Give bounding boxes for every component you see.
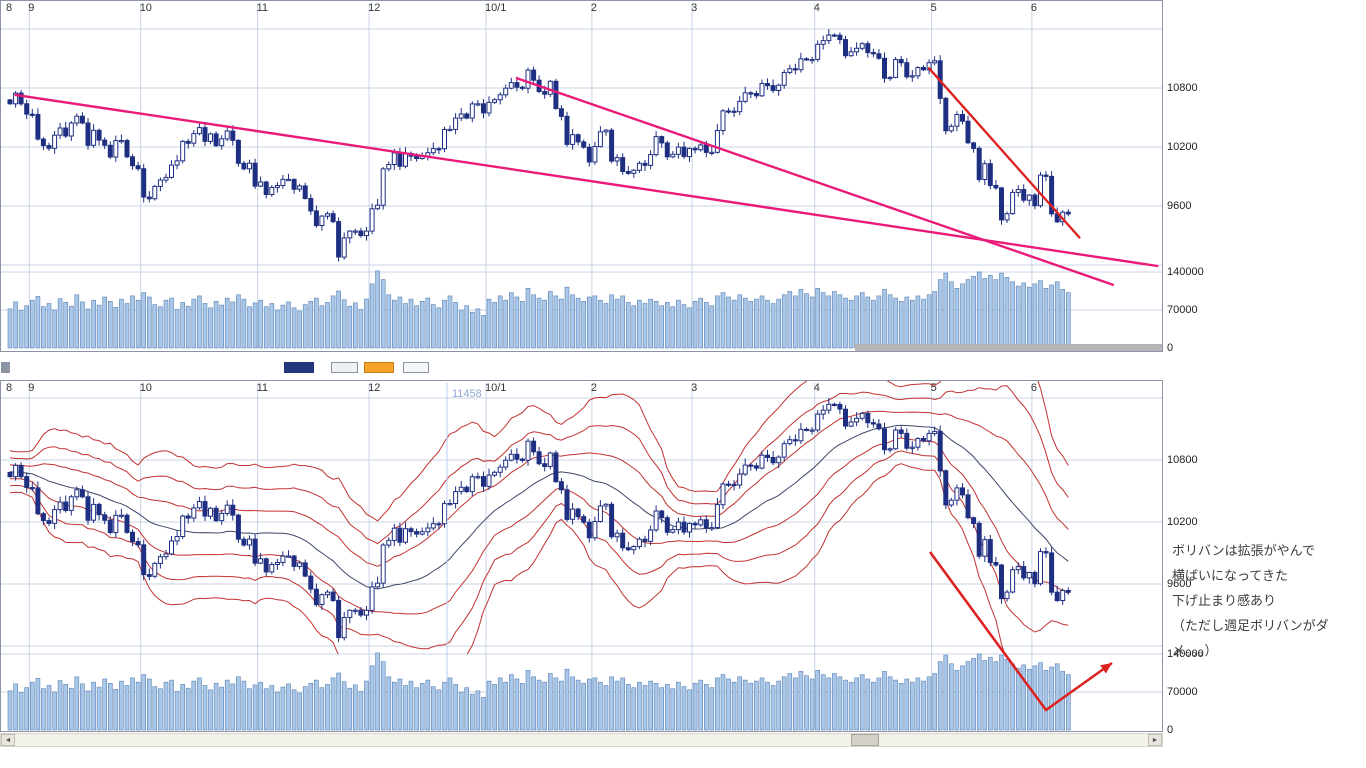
y-axis-label: 9600 (1167, 200, 1192, 212)
svg-text:11: 11 (257, 2, 268, 14)
svg-text:8: 8 (6, 2, 12, 14)
bottom-chart-canvas[interactable]: 8 9 10 11 12 10/1 2 3 4 5 6 11458 (0, 380, 1230, 734)
y-axis-label: 10800 (1167, 454, 1198, 466)
annotation-line: 横ばいになってきた (1172, 568, 1288, 583)
svg-text:10/1: 10/1 (485, 382, 506, 394)
y-axis-label: 10800 (1167, 82, 1198, 94)
y-axis-label: 0 (1167, 724, 1174, 736)
y-axis-label: 10200 (1167, 516, 1198, 528)
y-axis-label: 70000 (1167, 304, 1198, 316)
annotation-line: 下げ止まり感あり (1172, 593, 1277, 608)
annotation-line: メ。。。） (1172, 643, 1218, 658)
svg-text:6: 6 (1031, 382, 1037, 394)
svg-text:2: 2 (591, 2, 597, 14)
svg-text:12: 12 (368, 2, 380, 14)
annotation-line: ボリバンは拡張がやんで (1172, 543, 1316, 558)
svg-text:9: 9 (28, 2, 34, 14)
y-axis-label: 140000 (1167, 266, 1204, 278)
svg-text:8: 8 (6, 382, 12, 394)
scrollbar-right-arrow-icon[interactable]: ► (1148, 734, 1162, 746)
taskbar-chip-2[interactable] (331, 362, 358, 373)
horizontal-scrollbar[interactable]: ◄ ► (0, 733, 1163, 747)
scrollbar-left-arrow-icon[interactable]: ◄ (1, 734, 15, 746)
svg-text:2: 2 (591, 382, 597, 394)
svg-text:11: 11 (257, 382, 268, 394)
svg-text:10/1: 10/1 (485, 2, 506, 14)
y-axis-label: 9600 (1167, 578, 1192, 590)
chart-annotation-text: ボリバンは拡張がやんで 横ばいになってきた 下げ止まり感あり （ただし週足ボリバ… (1172, 538, 1364, 663)
svg-text:11458: 11458 (452, 388, 482, 400)
taskbar-chip-3[interactable] (403, 362, 429, 373)
y-axis-label: 140000 (1167, 648, 1204, 660)
svg-text:6: 6 (1031, 2, 1037, 14)
svg-text:4: 4 (814, 382, 820, 394)
scrollbar-thumb[interactable] (851, 734, 879, 746)
scrollbar-fragment[interactable] (855, 344, 1162, 351)
svg-text:5: 5 (931, 382, 937, 394)
svg-text:10: 10 (140, 2, 152, 14)
y-axis-label: 10200 (1167, 141, 1198, 153)
svg-text:10: 10 (140, 382, 152, 394)
taskbar-chip-1[interactable] (284, 362, 314, 373)
window-chip-small[interactable] (1, 362, 10, 373)
svg-text:3: 3 (691, 2, 697, 14)
taskbar-chip-orange[interactable] (364, 362, 394, 373)
svg-text:5: 5 (931, 2, 937, 14)
y-axis-label: 0 (1167, 342, 1174, 354)
svg-text:12: 12 (368, 382, 380, 394)
top-chart-canvas[interactable]: 8 9 10 11 12 10/1 2 3 4 5 6 (0, 0, 1230, 352)
svg-text:4: 4 (814, 2, 820, 14)
svg-text:9: 9 (28, 382, 34, 394)
svg-text:3: 3 (691, 382, 697, 394)
y-axis-label: 70000 (1167, 686, 1198, 698)
annotation-line: （ただし週足ボリバンがダ (1172, 618, 1329, 633)
